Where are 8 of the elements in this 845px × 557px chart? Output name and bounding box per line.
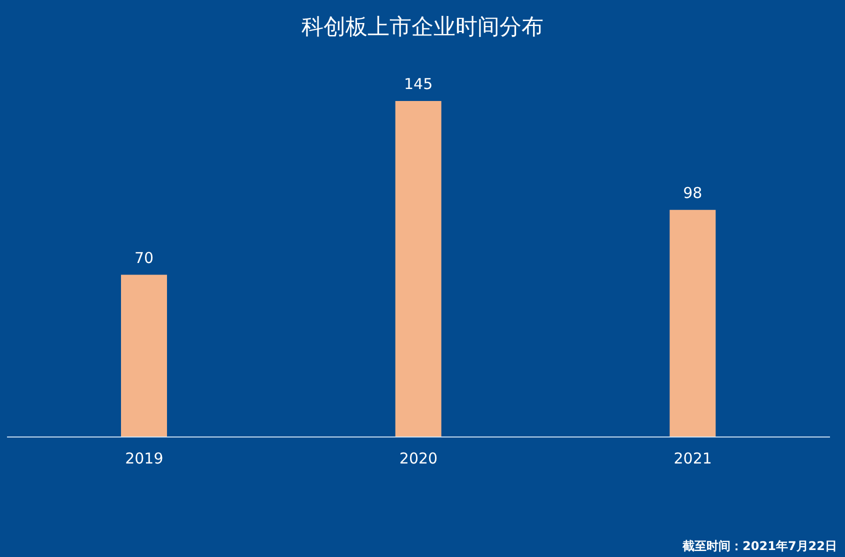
x-tick-label: 2021 (674, 450, 712, 468)
data-label: 145 (404, 75, 433, 93)
data-label: 70 (134, 248, 154, 267)
chart-title: 科创板上市企业时间分布 (300, 14, 544, 42)
x-tick-label: 2020 (399, 450, 438, 468)
x-tick-label: 2019 (125, 450, 164, 468)
data-label: 98 (683, 184, 702, 202)
text: 截至时间：2021年7月22日 (682, 538, 837, 555)
